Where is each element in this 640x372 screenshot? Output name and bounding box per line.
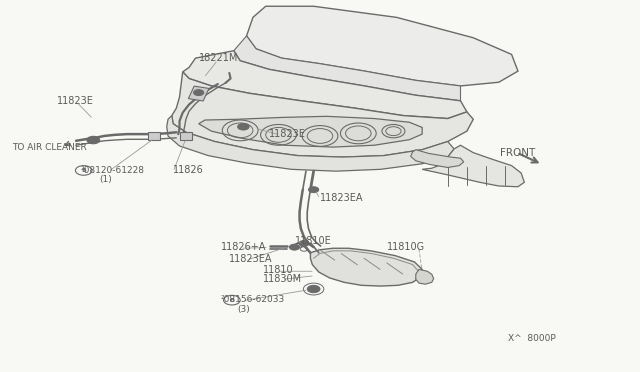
Text: 11826: 11826	[173, 166, 204, 176]
Circle shape	[299, 240, 309, 246]
Polygon shape	[310, 248, 422, 286]
Circle shape	[87, 137, 100, 144]
Text: 11810E: 11810E	[294, 236, 332, 246]
Polygon shape	[167, 116, 454, 171]
Bar	[188, 86, 209, 101]
Polygon shape	[416, 269, 434, 284]
Text: ²08156-62033: ²08156-62033	[221, 295, 285, 304]
Circle shape	[193, 90, 204, 96]
Text: B: B	[229, 298, 234, 303]
Bar	[148, 132, 161, 140]
Bar	[179, 132, 192, 140]
Polygon shape	[234, 36, 461, 101]
Circle shape	[237, 124, 249, 130]
Text: (1): (1)	[100, 175, 113, 184]
Text: 11823E: 11823E	[57, 96, 94, 106]
Polygon shape	[422, 145, 524, 187]
Text: 11810G: 11810G	[387, 242, 425, 252]
Polygon shape	[411, 150, 464, 167]
Text: (3): (3)	[237, 305, 250, 314]
Text: 11823EA: 11823EA	[229, 254, 273, 264]
Text: X^  8000P: X^ 8000P	[508, 334, 556, 343]
Polygon shape	[246, 6, 518, 86]
Text: 11823E: 11823E	[269, 129, 306, 139]
Text: 11830M: 11830M	[262, 274, 301, 284]
Polygon shape	[172, 72, 473, 157]
Polygon shape	[182, 51, 467, 119]
Polygon shape	[198, 116, 422, 147]
Text: B: B	[81, 168, 86, 173]
Circle shape	[307, 285, 320, 293]
Text: TO AIR CLEANER: TO AIR CLEANER	[12, 142, 87, 151]
Text: FRONT: FRONT	[500, 148, 535, 158]
Text: 18221M: 18221M	[198, 53, 238, 63]
Text: 11823EA: 11823EA	[320, 193, 364, 203]
Text: 11826+A: 11826+A	[221, 242, 266, 252]
Circle shape	[308, 187, 319, 193]
Circle shape	[289, 244, 300, 250]
Text: 11810: 11810	[262, 266, 293, 276]
Text: ²08120-61228: ²08120-61228	[81, 166, 145, 175]
